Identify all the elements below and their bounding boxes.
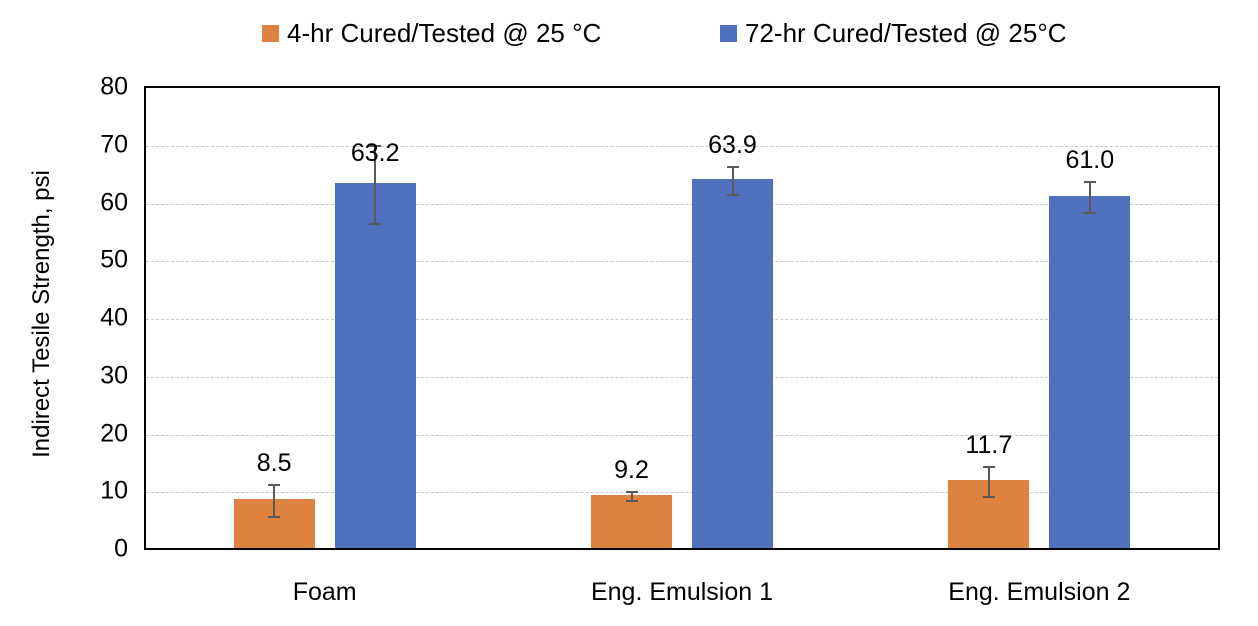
- error-bar-cap: [369, 223, 382, 226]
- error-bar-cap: [1083, 181, 1096, 184]
- error-bar: [731, 166, 734, 196]
- error-bar: [273, 485, 276, 517]
- chart-legend: 4-hr Cured/Tested @ 25 °C 72-hr Cured/Te…: [0, 18, 1258, 58]
- error-bar-cap: [625, 500, 638, 503]
- x-tick-label: Foam: [292, 578, 357, 606]
- error-bar-cap: [1083, 212, 1096, 215]
- error-bar-cap: [268, 515, 281, 518]
- y-axis-label: Indirect Tesile Strength, psi: [28, 170, 55, 458]
- error-bar-cap: [268, 484, 281, 487]
- y-tick-label: 0: [114, 534, 128, 563]
- data-label: 11.7: [965, 431, 1013, 460]
- data-label: 8.5: [256, 449, 292, 478]
- y-tick-label: 30: [100, 361, 128, 390]
- bar-72hr: [1049, 195, 1131, 548]
- y-tick-label: 20: [100, 419, 128, 447]
- gridline: [146, 261, 1218, 263]
- bar-72hr: [692, 178, 773, 548]
- gridline: [146, 492, 1218, 494]
- y-tick-label: 60: [100, 188, 128, 216]
- y-tick-label: 70: [100, 130, 128, 159]
- error-bar-cap: [726, 165, 739, 168]
- gridline: [146, 145, 1218, 147]
- error-bar: [630, 492, 633, 502]
- error-bar-cap: [982, 466, 995, 469]
- error-bar: [374, 145, 377, 225]
- y-tick-label: 80: [100, 72, 128, 101]
- data-label: 63.9: [708, 130, 757, 159]
- error-bar-cap: [625, 491, 638, 494]
- data-label: 9.2: [614, 456, 649, 485]
- bar-4hr: [591, 494, 672, 548]
- data-label: 63.2: [350, 139, 400, 168]
- gridline: [146, 376, 1218, 378]
- plot-area: 8.5 63.2 9.2 63.9 11.7 61.0: [144, 86, 1220, 550]
- gridline: [146, 319, 1218, 320]
- legend-item-72hr: 72-hr Cured/Tested @ 25°C: [720, 18, 1067, 49]
- error-bar: [1088, 182, 1091, 214]
- legend-label-72hr: 72-hr Cured/Tested @ 25°C: [745, 18, 1067, 48]
- error-bar: [987, 467, 990, 498]
- error-bar-cap: [982, 496, 995, 499]
- x-tick-label: Eng. Emulsion 2: [948, 578, 1131, 606]
- gridline: [146, 203, 1218, 205]
- y-tick-label: 50: [100, 245, 128, 274]
- data-label: 61.0: [1065, 146, 1115, 175]
- legend-label-4hr: 4-hr Cured/Tested @ 25 °C: [287, 18, 602, 48]
- legend-swatch-72hr: [720, 25, 737, 42]
- x-tick-label: Eng. Emulsion 1: [590, 578, 774, 606]
- y-tick-label: 10: [100, 476, 128, 505]
- bar-72hr: [334, 183, 416, 548]
- y-tick-label: 40: [100, 303, 128, 332]
- error-bar-cap: [726, 194, 739, 197]
- legend-swatch-4hr: [262, 25, 279, 42]
- gridline: [146, 434, 1218, 436]
- error-bar-cap: [369, 144, 382, 147]
- legend-item-4hr: 4-hr Cured/Tested @ 25 °C: [262, 18, 601, 49]
